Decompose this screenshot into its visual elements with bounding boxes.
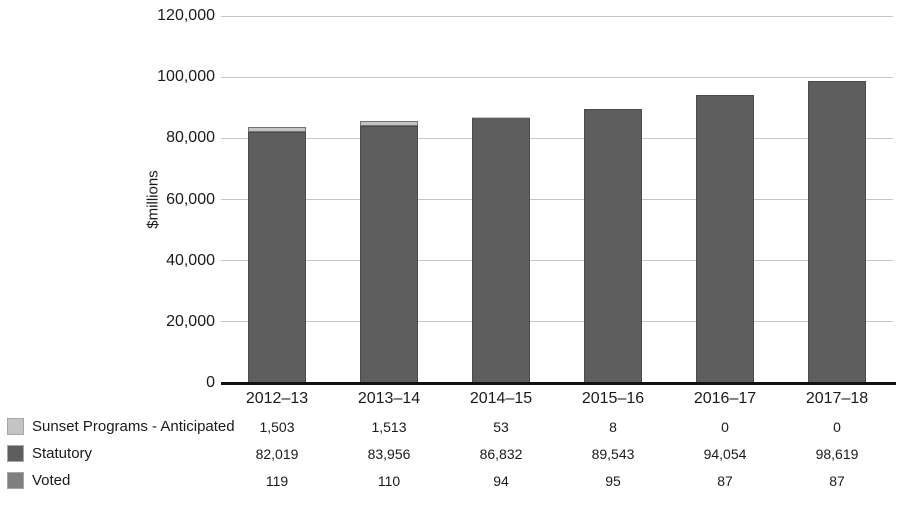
legend-label: Statutory <box>32 445 93 462</box>
table-value: 87 <box>829 473 845 489</box>
x-axis-label: 2016–17 <box>693 390 757 407</box>
legend-label: Voted <box>32 472 71 489</box>
table-value: 86,832 <box>479 446 523 462</box>
x-axis-label: 2014–15 <box>469 390 533 407</box>
table-value: 110 <box>377 473 401 489</box>
x-axis-label: 2015–16 <box>581 390 645 407</box>
gridline <box>221 137 893 139</box>
bar-segment-statutory <box>248 131 306 383</box>
y-axis-tick-label: 20,000 <box>166 312 215 330</box>
gridline <box>221 76 893 78</box>
bar-segment-sunset-programs-anticipated <box>248 127 306 132</box>
legend-table-row: Voted 119 110 94 95 87 87 <box>0 471 900 491</box>
table-value: 94,054 <box>703 446 747 462</box>
legend-swatch-sunset-programs-anticipated <box>7 418 24 435</box>
table-value: 89,543 <box>591 446 635 462</box>
y-axis-tick-label: 120,000 <box>157 7 215 24</box>
table-value: 0 <box>721 419 729 435</box>
legend-label: Sunset Programs - Anticipated <box>32 418 235 435</box>
legend-table-row: Sunset Programs - Anticipated 1,503 1,513 5… <box>0 417 900 437</box>
bar-segment-statutory <box>472 117 530 383</box>
table-value: 119 <box>265 473 289 489</box>
bar-segment-statutory <box>360 125 418 383</box>
table-value: 0 <box>833 419 841 435</box>
y-axis-tick-label: 40,000 <box>166 251 215 269</box>
table-value: 1,513 <box>371 419 407 435</box>
table-value: 98,619 <box>815 446 859 462</box>
legend-swatch-statutory <box>7 445 24 462</box>
bar-segment-statutory <box>808 81 866 383</box>
x-axis-label: 2017–18 <box>805 390 869 407</box>
x-axis-line <box>221 382 896 385</box>
table-value: 83,956 <box>367 446 411 462</box>
table-value: 87 <box>717 473 733 489</box>
y-axis-tick-label: 100,000 <box>157 68 215 86</box>
y-axis-tick-label: 80,000 <box>166 129 215 147</box>
gridline <box>221 260 893 262</box>
table-value: 1,503 <box>259 419 295 435</box>
legend-swatch-voted <box>7 472 24 489</box>
gridline <box>221 199 893 200</box>
table-value: 94 <box>493 473 509 489</box>
bar-segment-statutory <box>584 108 642 383</box>
bar-segment-sunset-programs-anticipated <box>360 121 418 126</box>
table-value: 82,019 <box>255 446 299 462</box>
table-value: 53 <box>493 419 509 435</box>
y-axis-tick-label: 0 <box>206 374 215 391</box>
legend-table-row: Statutory 82,019 83,956 86,832 89,543 94,054 9… <box>0 444 900 464</box>
gridline <box>221 321 893 323</box>
table-value: 8 <box>609 419 617 435</box>
bar-segment-statutory <box>696 95 754 383</box>
x-axis-label: 2012–13 <box>245 390 309 407</box>
x-axis-label: 2013–14 <box>357 390 421 407</box>
table-value: 95 <box>605 473 621 489</box>
gridline <box>221 15 893 17</box>
y-axis-tick-label: 60,000 <box>166 190 215 208</box>
